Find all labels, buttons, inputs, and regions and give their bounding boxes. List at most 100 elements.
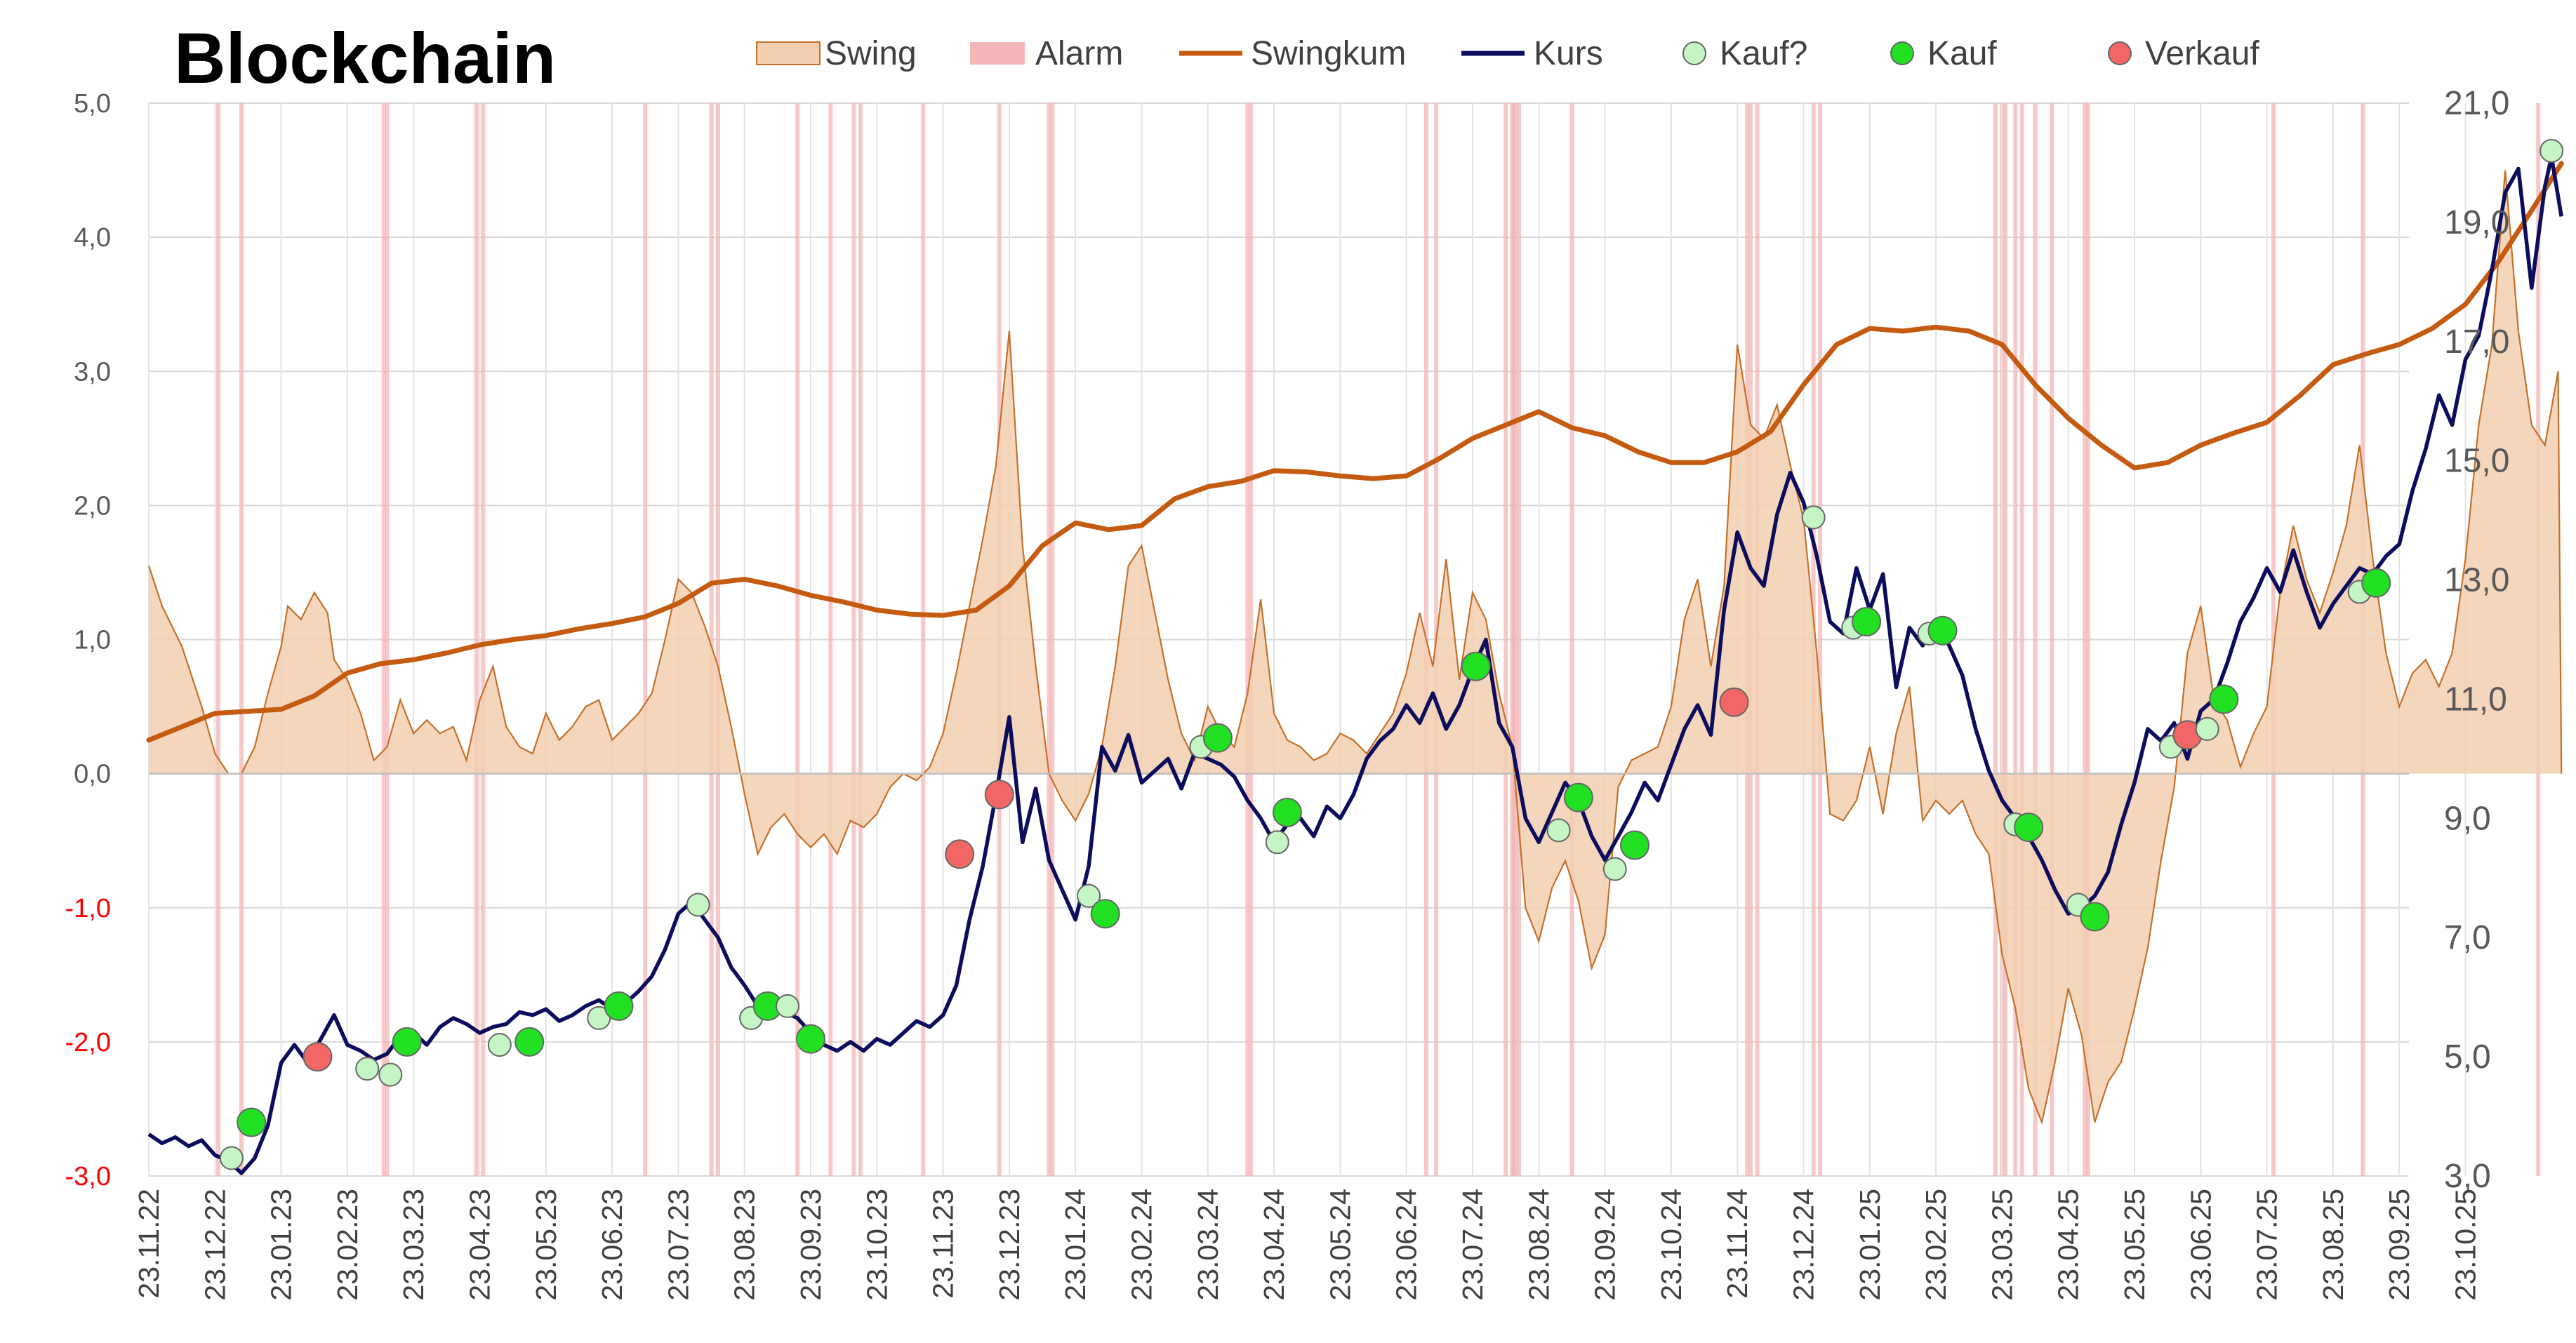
alarm-band bbox=[1517, 103, 1522, 1176]
kauf-marker bbox=[2080, 902, 2110, 932]
x-tick-label: 23.05.24 bbox=[1324, 1189, 1356, 1301]
kauf-question-marker bbox=[1546, 818, 1571, 843]
x-gridlines bbox=[148, 103, 2467, 1176]
alarm-band bbox=[2083, 103, 2087, 1176]
alarm-band bbox=[474, 103, 479, 1176]
kauf-marker bbox=[796, 1024, 825, 1054]
x-tick-label: 23.07.23 bbox=[662, 1189, 694, 1301]
kauf-question-marker bbox=[1602, 857, 1627, 881]
x-tick-label: 23.04.23 bbox=[464, 1189, 496, 1301]
y-right-tick-label: 7,0 bbox=[2444, 919, 2491, 956]
kurs-line-group bbox=[147, 154, 2563, 1175]
kauf-question-marker bbox=[1265, 830, 1289, 855]
kauf-question-marker bbox=[2195, 716, 2219, 741]
y-left-tick-label: 5,0 bbox=[74, 89, 111, 119]
x-tick-label: 23.06.25 bbox=[2184, 1189, 2217, 1301]
y-right-tick-label: 21,0 bbox=[2444, 85, 2509, 122]
x-tick-label: 23.06.23 bbox=[596, 1189, 628, 1301]
x-tick-label: 23.03.23 bbox=[397, 1189, 430, 1301]
x-tick-label: 23.11.24 bbox=[1721, 1189, 1753, 1299]
kauf-marker bbox=[1272, 797, 1302, 827]
alarm-band bbox=[921, 103, 926, 1176]
alarm-band bbox=[2019, 103, 2024, 1176]
swing-area-group bbox=[147, 170, 2563, 1125]
kauf-question-marker bbox=[775, 994, 799, 1018]
x-tick-label: 23.09.23 bbox=[795, 1189, 827, 1301]
x-tick-label: 23.08.25 bbox=[2317, 1189, 2349, 1301]
y-right-tick-label: 19,0 bbox=[2444, 204, 2509, 241]
x-tick-label: 23.05.23 bbox=[530, 1189, 562, 1301]
kauf-marker bbox=[2209, 684, 2239, 714]
legend: Swing Alarm Swingkum Kurs Kauf? Kauf Verkauf bbox=[756, 35, 2259, 72]
kauf-marker bbox=[2361, 568, 2391, 598]
x-tick-label: 23.08.24 bbox=[1522, 1189, 1555, 1301]
kauf-question-marker bbox=[487, 1033, 512, 1057]
y-left-tick-labels: 5,0 4,0 3,0 2,0 1,0 0,0 -1,0 -2,0 -3,0 bbox=[65, 89, 111, 1191]
kauf-question-marker bbox=[2540, 138, 2564, 163]
x-tick-label: 23.04.25 bbox=[2052, 1189, 2085, 1301]
y-left-tick-label: -2,0 bbox=[65, 1028, 111, 1057]
verkauf-marker bbox=[945, 839, 975, 869]
alarm-band bbox=[2085, 103, 2090, 1176]
legend-label: Alarm bbox=[1035, 35, 1123, 72]
y-right-tick-label: 17,0 bbox=[2444, 323, 2509, 361]
x-tick-labels: 23.11.22 23.12.22 23.01.23 23.02.23 23.03.23… bbox=[133, 1189, 2482, 1301]
x-tick-label: 23.08.23 bbox=[729, 1189, 761, 1301]
kauf-marker bbox=[1090, 899, 1120, 929]
alarm-band bbox=[2050, 103, 2054, 1176]
alarm-band bbox=[643, 103, 648, 1176]
alarm-band bbox=[2033, 103, 2038, 1176]
signal-markers bbox=[219, 138, 2564, 1170]
x-tick-label: 23.05.25 bbox=[2118, 1189, 2151, 1301]
kauf-marker bbox=[1563, 782, 1593, 813]
swingkum-line-group bbox=[146, 161, 2564, 743]
legend-swatch-kauf bbox=[1890, 41, 1914, 65]
verkauf-marker bbox=[303, 1042, 333, 1072]
kauf-question-marker bbox=[1801, 505, 1826, 530]
y-right-tick-label: 15,0 bbox=[2444, 443, 2509, 480]
kauf-marker bbox=[1620, 830, 1650, 860]
kauf-marker bbox=[1461, 651, 1491, 681]
kauf-marker bbox=[604, 991, 634, 1021]
alarm-band bbox=[715, 103, 720, 1176]
alarm-band bbox=[385, 103, 390, 1176]
x-tick-label: 23.12.22 bbox=[199, 1189, 231, 1301]
legend-label: Swing bbox=[825, 35, 917, 72]
verkauf-marker bbox=[1719, 687, 1749, 717]
y-right-tick-labels: 21,0 19,0 17,0 15,0 13,0 11,0 9,0 7,0 5,0 3,0 bbox=[2444, 85, 2509, 1195]
alarm-band bbox=[851, 103, 856, 1176]
kauf-marker bbox=[2014, 813, 2044, 843]
alarm-band bbox=[1245, 103, 1250, 1176]
alarm-band bbox=[216, 103, 221, 1176]
x-tick-label: 23.02.25 bbox=[1920, 1189, 1952, 1301]
x-tick-label: 23.09.25 bbox=[2383, 1189, 2415, 1301]
verkauf-marker bbox=[984, 780, 1014, 810]
y-left-tick-label: 3,0 bbox=[74, 357, 111, 387]
x-tick-label: 23.07.24 bbox=[1456, 1189, 1489, 1301]
legend-swatch-kauf-question bbox=[1682, 41, 1706, 65]
alarm-band bbox=[828, 103, 833, 1176]
y-right-tick-label: 11,0 bbox=[2444, 681, 2507, 718]
x-tick-label: 23.06.24 bbox=[1390, 1189, 1423, 1301]
alarm-band bbox=[1249, 103, 1254, 1176]
x-tick-label: 23.12.24 bbox=[1788, 1189, 1820, 1301]
legend-label: Kurs bbox=[1534, 35, 1603, 72]
alarm-band bbox=[1569, 103, 1574, 1176]
alarm-band bbox=[239, 103, 244, 1176]
kauf-marker bbox=[237, 1107, 267, 1137]
alarm-band bbox=[2003, 103, 2008, 1176]
legend-label: Kauf bbox=[1927, 35, 1997, 72]
kauf-marker bbox=[392, 1027, 422, 1057]
y-left-tick-label: 2,0 bbox=[74, 491, 111, 521]
kauf-marker bbox=[1202, 723, 1233, 753]
alarm-band bbox=[2013, 103, 2018, 1176]
x-tick-label: 23.02.23 bbox=[331, 1189, 364, 1301]
alarm-band bbox=[1818, 103, 1823, 1176]
kauf-question-marker bbox=[378, 1062, 403, 1087]
legend-label: Verkauf bbox=[2145, 35, 2259, 72]
kauf-marker bbox=[1927, 615, 1958, 646]
alarm-band bbox=[1047, 103, 1051, 1176]
